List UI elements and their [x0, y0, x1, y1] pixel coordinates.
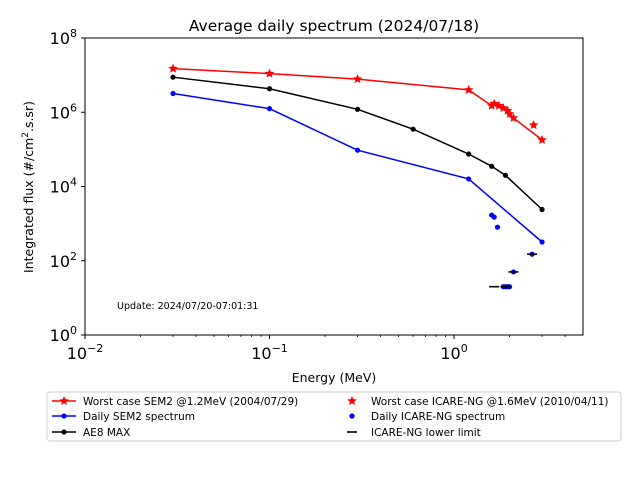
legend-swatch-marker: [61, 413, 67, 419]
y-tick-label: 100: [50, 324, 77, 345]
data-point: [264, 68, 275, 78]
legend-entry: ICARE-NG lower limit: [347, 427, 481, 439]
legend-swatch-marker: [347, 396, 357, 406]
data-point: [170, 90, 176, 97]
legend-label: Daily ICARE-NG spectrum: [371, 411, 505, 423]
data-point: [410, 126, 416, 132]
legend-entry: Daily SEM2 spectrum: [52, 411, 195, 423]
legend-label: ICARE-NG lower limit: [371, 427, 481, 439]
data-point: [168, 63, 178, 73]
data-point: [539, 239, 545, 245]
data-point: [502, 172, 509, 178]
x-axis-label: Energy (MeV): [292, 370, 377, 385]
data-point: [466, 151, 472, 157]
series-ae8-max: [170, 74, 545, 213]
y-tick-label: 104: [50, 176, 77, 197]
data-point: [504, 108, 515, 118]
data-point: [354, 106, 361, 112]
legend-label: AE8 MAX: [83, 427, 130, 439]
data-point: [266, 106, 273, 112]
legend-entry: Worst case ICARE-NG @1.6MeV (2010/04/11): [347, 396, 609, 408]
legend-box: [46, 391, 622, 442]
y-axis-label-suffix: .s.sr): [21, 101, 36, 132]
y-tick-label: 106: [50, 101, 77, 122]
data-point: [491, 214, 497, 220]
y-axis-label-sup: 2: [21, 132, 31, 138]
y-tick-label: 108: [50, 27, 77, 48]
series-daily-icare-ng-spectrum: [489, 212, 535, 290]
data-point: [508, 113, 519, 123]
data-point: [494, 224, 501, 230]
data-point: [352, 74, 363, 84]
data-point: [489, 163, 495, 169]
legend-label: Worst case ICARE-NG @1.6MeV (2010/04/11): [371, 396, 609, 408]
data-point: [463, 84, 474, 94]
legend: Worst case SEM2 @1.2MeV (2004/07/29) Wors…: [46, 391, 622, 442]
data-point: [266, 86, 273, 92]
y-axis-label: Integrated flux (#/cm2.s.sr): [21, 101, 36, 273]
plot-frame: [84, 37, 584, 336]
data-point: [539, 206, 545, 213]
series-daily-sem2-spectrum: [170, 90, 545, 245]
data-point: [466, 176, 472, 182]
legend-label: Worst case SEM2 @1.2MeV (2004/07/29): [83, 396, 298, 408]
series-icare-ng-lower-limit: [489, 253, 538, 288]
data-point: [354, 147, 361, 153]
legend-swatch-marker: [59, 396, 69, 406]
legend-swatch-marker: [61, 429, 67, 435]
x-tick-label: 10−2: [67, 342, 104, 363]
y-axis-label-prefix: Integrated flux (#/cm: [21, 138, 36, 273]
data-point: [170, 74, 176, 80]
legend-entry: AE8 MAX: [52, 427, 130, 439]
x-tick-label: 10−1: [251, 342, 288, 363]
y-tick-label: 102: [50, 250, 77, 271]
series-line: [172, 92, 543, 243]
data-point: [486, 100, 497, 110]
legend-label: Daily SEM2 spectrum: [83, 411, 195, 423]
update-annotation: Update: 2024/07/20-07:01:31: [117, 301, 258, 312]
chart-title: Average daily spectrum (2024/07/18): [189, 17, 479, 35]
legend-entry: Daily ICARE-NG spectrum: [349, 411, 505, 423]
data-point: [528, 120, 539, 130]
series-worst-case-sem2-1-2mev-2004-07-29: [168, 63, 547, 144]
data-point: [537, 134, 547, 144]
legend-swatch-marker: [349, 413, 355, 419]
x-tick-label: 100: [440, 342, 467, 363]
series-line: [172, 76, 543, 211]
series-layer: [168, 63, 547, 290]
series-worst-case-icare-ng-1-6mev-2010-04-11: [528, 120, 539, 130]
tick-layer: 10−2 10−1 100 100 102 104 106 108: [50, 27, 566, 363]
legend-entry: Worst case SEM2 @1.2MeV (2004/07/29): [52, 396, 298, 408]
